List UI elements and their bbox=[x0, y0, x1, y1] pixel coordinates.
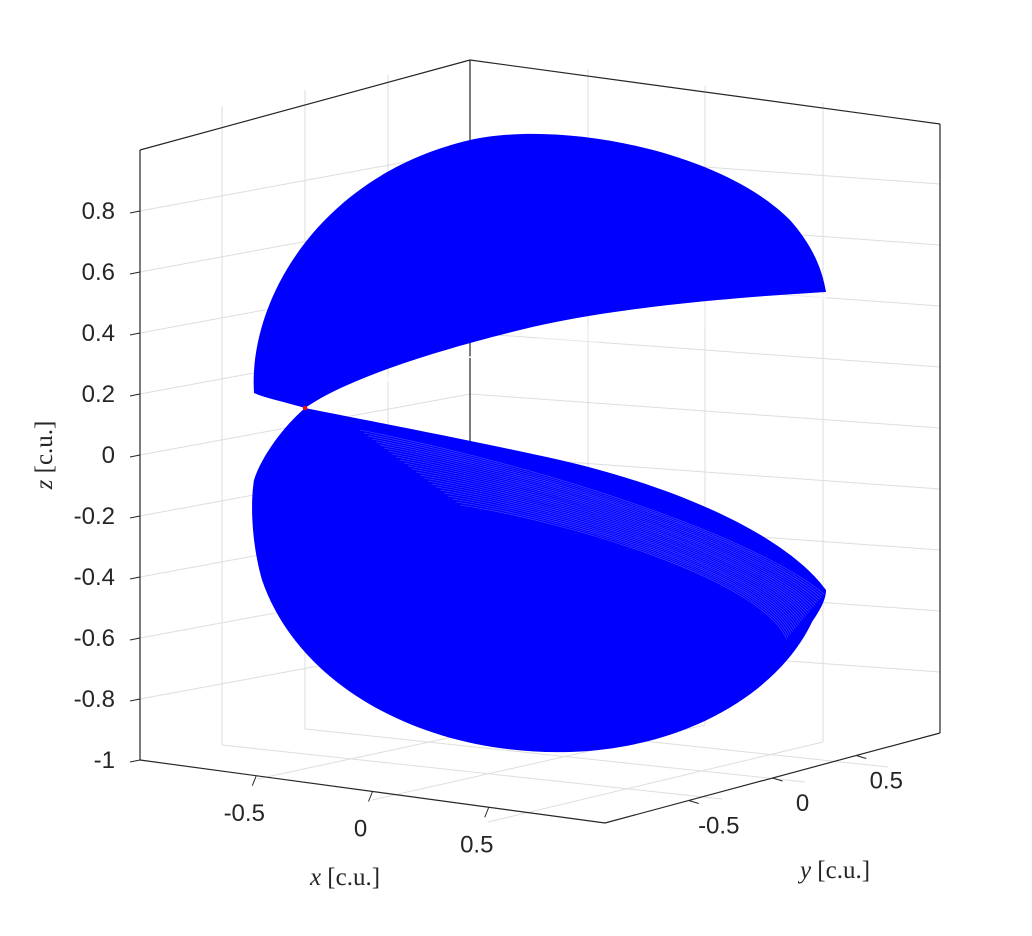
x-tick-mark bbox=[368, 791, 373, 802]
y-tick-mark bbox=[772, 777, 783, 782]
lower-mesh-line bbox=[435, 486, 796, 629]
lower-mesh-line bbox=[455, 501, 789, 638]
z-tick-mark bbox=[129, 332, 141, 336]
lower-mesh-line bbox=[427, 480, 799, 625]
y-tick-label: 0 bbox=[796, 790, 809, 817]
box-edge bbox=[469, 59, 941, 125]
lower-mesh-line bbox=[391, 453, 813, 609]
grid-line bbox=[304, 728, 806, 783]
lower-mesh-line bbox=[399, 459, 810, 613]
upper-mesh-line bbox=[362, 295, 827, 388]
z-tick-mark bbox=[129, 698, 141, 702]
z-axis-label: z [c.u.] bbox=[31, 421, 58, 491]
z-axis-ticks: -1 -0.8 -0.6 -0.4 -0.2 0 0.2 0.4 0.6 0.8 bbox=[74, 198, 141, 774]
z-tick-label: -0.2 bbox=[74, 503, 115, 530]
y-tick-label: -0.5 bbox=[698, 813, 739, 840]
upper-mesh-line bbox=[368, 296, 827, 385]
upper-mesh-line bbox=[392, 297, 827, 376]
upper-mesh-line bbox=[386, 297, 827, 378]
lower-mesh-line bbox=[443, 492, 793, 632]
lower-mesh-line bbox=[363, 432, 823, 597]
y-tick-mark bbox=[688, 800, 699, 804]
lower-mesh-line bbox=[459, 504, 787, 640]
x-tick-label: -0.5 bbox=[224, 800, 265, 827]
z-tick-mark bbox=[129, 637, 141, 641]
upper-mesh-line bbox=[380, 297, 827, 380]
z-tick-mark bbox=[129, 515, 141, 519]
sphere-surface bbox=[252, 133, 827, 753]
y-tick-label: 0.5 bbox=[870, 768, 903, 795]
upper-mesh-line bbox=[365, 296, 827, 386]
upper-mesh-line bbox=[350, 295, 827, 392]
y-axis-ticks: -0.5 0 0.5 bbox=[688, 755, 903, 840]
z-tick-label: 0 bbox=[102, 442, 115, 469]
lower-mesh-line bbox=[447, 495, 792, 634]
grid-line bbox=[487, 741, 824, 823]
upper-mesh-line bbox=[371, 296, 827, 384]
apex-marker bbox=[302, 405, 308, 411]
z-tick-mark bbox=[129, 454, 141, 458]
upper-mesh-line bbox=[344, 294, 827, 395]
upper-mesh-line bbox=[359, 295, 827, 389]
upper-mesh-line bbox=[377, 296, 827, 382]
lower-mesh-line bbox=[403, 462, 808, 614]
upper-mesh-line bbox=[332, 293, 827, 400]
x-axis-label: x [c.u.] bbox=[309, 864, 380, 891]
grid-line bbox=[221, 744, 723, 800]
lower-surface bbox=[252, 408, 827, 753]
lower-mesh-line bbox=[431, 483, 798, 627]
z-tick-label: 0.4 bbox=[82, 320, 115, 347]
lower-mesh-line bbox=[387, 450, 814, 607]
z-tick-label: 0.8 bbox=[82, 198, 115, 225]
y-tick-mark bbox=[856, 755, 867, 759]
lower-mesh-line bbox=[407, 465, 807, 616]
upper-surface bbox=[253, 133, 827, 409]
z-tick-mark bbox=[129, 210, 141, 214]
upper-mesh-line bbox=[353, 295, 827, 391]
z-tick-mark bbox=[129, 759, 141, 763]
upper-mesh-line bbox=[347, 294, 827, 394]
upper-mesh-line bbox=[341, 294, 827, 396]
z-tick-label: -0.4 bbox=[74, 564, 115, 591]
y-axis-label: y [c.u.] bbox=[797, 857, 870, 884]
x-tick-mark bbox=[251, 775, 257, 786]
lower-mesh-line bbox=[383, 447, 816, 606]
upper-mesh-line bbox=[329, 293, 827, 401]
lower-mesh-line bbox=[411, 468, 805, 618]
lower-mesh-line bbox=[415, 471, 804, 620]
lower-mesh-line bbox=[375, 441, 819, 602]
lower-mesh-line bbox=[395, 456, 811, 611]
lower-mesh-line bbox=[451, 498, 790, 636]
z-tick-label: 0.6 bbox=[82, 259, 115, 286]
z-tick-label: -0.8 bbox=[74, 686, 115, 713]
z-tick-label: 0.2 bbox=[82, 381, 115, 408]
lower-mesh-line bbox=[423, 477, 801, 623]
box-edge bbox=[139, 59, 471, 151]
z-tick-label: -1 bbox=[94, 747, 115, 774]
z-tick-mark bbox=[129, 393, 141, 397]
x-axis-ticks: -0.5 0 0.5 bbox=[224, 775, 493, 858]
upper-mesh-line bbox=[389, 297, 827, 377]
x-tick-label: 0.5 bbox=[460, 831, 493, 858]
x-tick-mark bbox=[484, 807, 490, 818]
upper-mesh-line bbox=[356, 295, 827, 390]
lower-mesh-line bbox=[371, 438, 820, 600]
lower-mesh-line bbox=[367, 435, 822, 598]
upper-mesh-line bbox=[383, 297, 827, 379]
lower-mesh-line bbox=[419, 474, 802, 622]
upper-mesh-line bbox=[338, 294, 827, 397]
lower-mesh-line bbox=[439, 489, 795, 631]
lower-mesh-line bbox=[379, 444, 817, 604]
z-tick-label: -0.6 bbox=[74, 625, 115, 652]
z-tick-mark bbox=[129, 576, 141, 580]
upper-mesh-line bbox=[374, 296, 827, 383]
lower-mesh-line bbox=[359, 429, 825, 595]
z-tick-mark bbox=[129, 271, 141, 275]
upper-mesh-line bbox=[335, 294, 827, 398]
x-tick-label: 0 bbox=[354, 816, 367, 843]
